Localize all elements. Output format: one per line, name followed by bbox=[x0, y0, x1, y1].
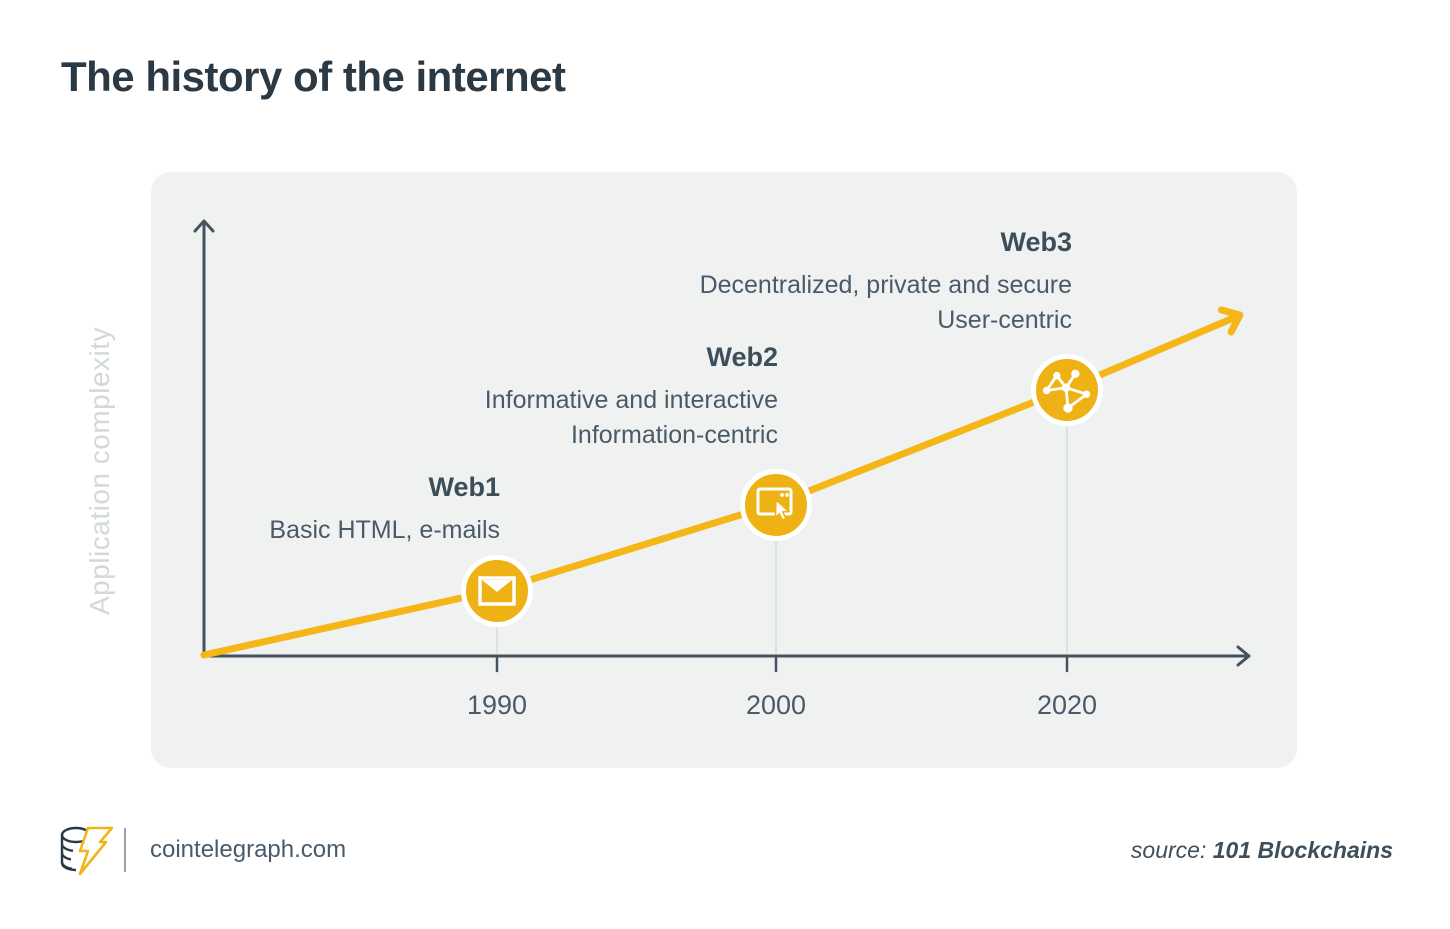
chart-panel bbox=[151, 172, 1297, 768]
trend-line-arrow bbox=[1217, 306, 1244, 336]
y-axis bbox=[193, 219, 215, 659]
x-tick-2020: 2020 bbox=[1036, 690, 1098, 720]
x-tick-1990: 1990 bbox=[466, 690, 528, 720]
cointelegraph-logo bbox=[55, 822, 121, 885]
source-label: source: bbox=[1130, 837, 1207, 863]
footer-brand: cointelegraph.com bbox=[150, 836, 347, 863]
footer-divider bbox=[124, 828, 126, 872]
era-name: Web1 bbox=[428, 472, 500, 502]
milestone-node-web2 bbox=[740, 469, 812, 541]
milestone-label-web1: Web1 Basic HTML, e-mails bbox=[269, 472, 500, 548]
x-axis bbox=[201, 645, 1251, 673]
y-axis-arrow bbox=[193, 219, 215, 233]
email-icon bbox=[478, 576, 516, 606]
era-description: Information-centric bbox=[570, 421, 778, 449]
era-description: User-centric bbox=[937, 306, 1072, 334]
lightning-bolt-icon bbox=[78, 826, 114, 876]
x-axis-arrow bbox=[1236, 645, 1251, 667]
era-description: Informative and interactive bbox=[484, 386, 778, 414]
milestone-node-web1 bbox=[461, 555, 533, 627]
network-icon bbox=[1042, 369, 1091, 413]
era-name: Web3 bbox=[1000, 227, 1072, 257]
era-description: Basic HTML, e-mails bbox=[269, 516, 500, 544]
browser-cursor-icon bbox=[756, 487, 793, 522]
milestone-label-web2: Web2 Informative and interactive Informa… bbox=[485, 342, 778, 453]
footer-source: source: 101 Blockchains bbox=[1131, 837, 1393, 864]
page-title: The history of the internet bbox=[61, 53, 566, 100]
source-value: 101 Blockchains bbox=[1212, 837, 1393, 863]
x-axis-ticks bbox=[495, 654, 1069, 673]
milestone-label-web3: Web3 Decentralized, private and secure U… bbox=[700, 227, 1072, 338]
era-description: Decentralized, private and secure bbox=[699, 271, 1072, 299]
era-name: Web2 bbox=[706, 342, 778, 372]
milestone-node-web3 bbox=[1031, 354, 1103, 426]
x-tick-2000: 2000 bbox=[745, 690, 807, 720]
